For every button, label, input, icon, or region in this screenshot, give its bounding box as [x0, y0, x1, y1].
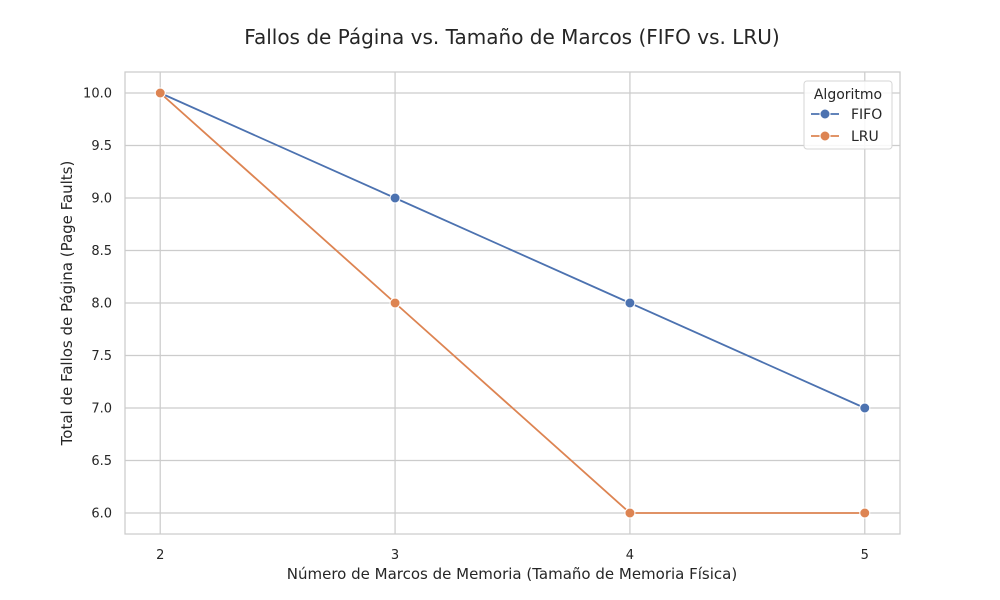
- legend-item-fifo: FIFO: [811, 107, 882, 123]
- y-tick-label: 8.5: [91, 244, 112, 259]
- series-line-fifo: [159, 92, 866, 409]
- y-tick-label: 10.0: [83, 87, 112, 102]
- data-point-lru: [389, 297, 401, 309]
- y-tick-label: 9.0: [91, 192, 112, 207]
- y-tick-labels: 6.0 6.5 7.0 7.5 8.0 8.5 9.0 9.5 10.0: [83, 87, 112, 522]
- x-tick-labels: 2 3 4 5: [156, 548, 869, 563]
- legend-marker-lru: [819, 130, 831, 142]
- y-tick-label: 9.5: [91, 139, 112, 154]
- plot-frame: [124, 71, 901, 535]
- series-lru: [154, 87, 871, 519]
- data-point-fifo: [624, 297, 636, 309]
- x-tick-label: 3: [391, 548, 399, 563]
- y-tick-label: 8.0: [91, 297, 112, 312]
- y-tick-label: 6.5: [91, 454, 112, 469]
- legend-marker-fifo: [819, 108, 831, 120]
- series-line-lru: [159, 92, 865, 514]
- y-tick-label: 6.0: [91, 507, 112, 522]
- data-point-fifo: [389, 192, 401, 204]
- legend-title: Algoritmo: [814, 87, 882, 103]
- x-tick-label: 2: [156, 548, 164, 563]
- legend: Algoritmo FIFO LRU: [803, 80, 893, 150]
- x-axis-label: Número de Marcos de Memoria (Tamaño de M…: [287, 565, 737, 583]
- data-point-lru: [154, 87, 166, 99]
- series-fifo: [154, 87, 871, 414]
- data-point-lru: [624, 507, 636, 519]
- y-tick-label: 7.0: [91, 402, 112, 417]
- x-tick-label: 4: [626, 548, 634, 563]
- x-tick-label: 5: [861, 548, 869, 563]
- legend-items: FIFO LRU: [811, 107, 882, 145]
- chart-title: Fallos de Página vs. Tamaño de Marcos (F…: [244, 25, 779, 49]
- y-tick-label: 7.5: [91, 349, 112, 364]
- y-axis-label: Total de Fallos de Página (Page Faults): [58, 161, 76, 447]
- data-point-fifo: [859, 402, 871, 414]
- legend-item-lru: LRU: [811, 129, 879, 145]
- data-series: [154, 87, 871, 519]
- data-point-lru: [859, 507, 871, 519]
- legend-label-fifo: FIFO: [851, 107, 882, 123]
- legend-label-lru: LRU: [851, 129, 879, 145]
